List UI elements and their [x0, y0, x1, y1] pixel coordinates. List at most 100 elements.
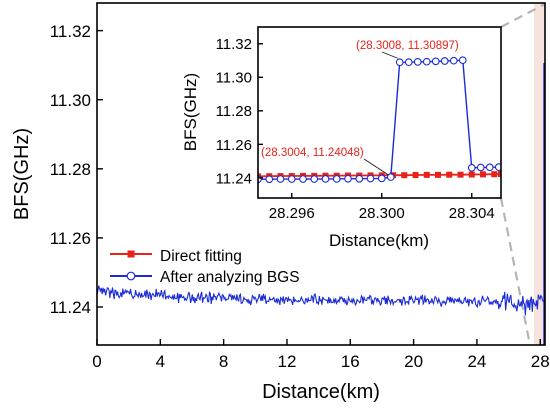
- main-point-after-analyzing-bgs: [255, 298, 256, 299]
- main-point-after-analyzing-bgs: [350, 299, 351, 300]
- main-point-after-analyzing-bgs: [176, 296, 177, 297]
- main-y-axis-label: BFS(GHz): [11, 128, 33, 220]
- inset-point-after-analyzing-bgs: [404, 58, 413, 67]
- main-series-after-analyzing-bgs: [97, 285, 544, 316]
- main-x-tick-label: 0: [92, 352, 101, 371]
- inset-plot-frame: [257, 26, 502, 199]
- main-point-after-analyzing-bgs: [271, 299, 272, 300]
- zoom-guide-line-bottom: [499, 197, 532, 346]
- inset-y-tick-label: 11.28: [216, 103, 252, 120]
- inset-point-after-analyzing-bgs: [449, 56, 458, 65]
- legend-item-direct-fitting: Direct fitting: [110, 248, 242, 265]
- inset-point-direct-fitting: [446, 171, 453, 178]
- inset-y-tick-label: 11.30: [216, 70, 252, 87]
- main-point-after-analyzing-bgs: [445, 300, 446, 301]
- inset-point-direct-fitting: [491, 171, 498, 178]
- main-x-tick-label: 4: [156, 352, 165, 371]
- inset-point-after-analyzing-bgs: [431, 57, 440, 66]
- inset-y-tick-label: 11.24: [216, 170, 252, 187]
- inset-point-after-analyzing-bgs: [467, 163, 476, 172]
- main-point-after-analyzing-bgs: [128, 293, 129, 294]
- legend-label-direct-fitting: Direct fitting: [160, 248, 242, 265]
- inset-y-tick-label: 11.26: [216, 137, 252, 154]
- main-y-tick-label: 11.24: [50, 298, 91, 317]
- inset-point-after-analyzing-bgs: [377, 174, 386, 183]
- main-point-after-analyzing-bgs: [536, 303, 537, 304]
- inset-annotations: (28.3008, 11.30897) (28.3004, 11.24048): [261, 40, 459, 176]
- main-series-layer: [97, 63, 545, 345]
- legend-marker-direct-fitting: [127, 250, 135, 258]
- legend-item-after-analyzing-bgs: After analyzing BGS: [110, 269, 300, 286]
- inset-point-direct-fitting: [423, 171, 430, 178]
- inset-annotation-base-arrow: [363, 158, 389, 176]
- main-x-tick-label: 8: [219, 352, 228, 371]
- main-point-after-analyzing-bgs: [492, 302, 493, 303]
- inset-x-axis-label: Distance(km): [329, 231, 429, 250]
- main-plot-frame: [96, 2, 546, 346]
- main-point-after-analyzing-bgs: [207, 297, 208, 298]
- inset-point-after-analyzing-bgs: [355, 174, 364, 183]
- main-point-after-analyzing-bgs: [160, 295, 161, 296]
- inset-point-after-analyzing-bgs: [422, 57, 431, 66]
- main-point-after-analyzing-bgs: [223, 298, 224, 299]
- legend-marker-after-analyzing-bgs: [126, 271, 136, 281]
- main-plot: 0 4 8 12 16 20 24 28 11.2411.2611.2811.3011.32 …: [11, 2, 550, 403]
- main-point-after-analyzing-bgs: [460, 300, 461, 301]
- inset-point-after-analyzing-bgs: [386, 173, 395, 181]
- inset-point-direct-fitting: [412, 172, 419, 179]
- highlight-region: [533, 3, 545, 345]
- main-x-axis-label: Distance(km): [262, 381, 380, 403]
- main-y-tick-label: 11.28: [50, 160, 91, 179]
- main-point-after-analyzing-bgs: [476, 301, 477, 302]
- inset-series-layer: [258, 56, 501, 184]
- zoom-guide-lines: [499, 3, 546, 346]
- main-x-tick-label: 12: [278, 352, 297, 371]
- main-y-tick-label: 11.30: [50, 91, 91, 110]
- inset-point-direct-fitting: [468, 171, 475, 178]
- inset-point-direct-fitting: [498, 171, 501, 178]
- inset-point-after-analyzing-bgs: [440, 57, 449, 65]
- inset-point-after-analyzing-bgs: [321, 175, 330, 183]
- inset-point-after-analyzing-bgs: [344, 174, 352, 183]
- inset-x-tick-label: 28.304: [449, 205, 495, 222]
- inset-point-after-analyzing-bgs: [299, 175, 307, 183]
- main-point-after-analyzing-bgs: [239, 298, 240, 299]
- main-point-after-analyzing-bgs: [144, 294, 145, 295]
- main-point-after-analyzing-bgs: [508, 303, 509, 304]
- inset-point-direct-fitting: [435, 171, 441, 178]
- legend-label-after-analyzing-bgs: After analyzing BGS: [160, 269, 300, 286]
- inset-annotation-peak: (28.3008, 11.30897): [356, 40, 459, 52]
- inset-plot: 28.296 28.300 28.304 11.2411.2611.2811.301…: [181, 26, 502, 250]
- inset-background: [258, 27, 501, 198]
- main-point-after-analyzing-bgs: [318, 299, 319, 300]
- inset-point-after-analyzing-bgs: [395, 58, 404, 67]
- main-x-tick-label: 24: [467, 352, 486, 371]
- main-x-tick-label: 16: [341, 352, 360, 371]
- zoom-guide-line-top: [500, 3, 546, 28]
- inset-point-after-analyzing-bgs: [366, 174, 375, 183]
- inset-point-direct-fitting: [457, 171, 464, 178]
- main-point-after-analyzing-bgs: [191, 297, 192, 298]
- main-point-after-analyzing-bgs: [381, 300, 382, 301]
- inset-point-after-analyzing-bgs: [310, 175, 319, 183]
- main-point-after-analyzing-bgs: [366, 299, 367, 300]
- inset-point-after-analyzing-bgs: [476, 163, 485, 172]
- inset-y-axis-label: BFS(GHz): [181, 73, 200, 151]
- legend: Direct fitting After analyzing BGS: [110, 248, 300, 286]
- inset-point-after-analyzing-bgs: [276, 175, 285, 183]
- inset-point-after-analyzing-bgs: [413, 58, 422, 66]
- main-point-after-analyzing-bgs: [413, 300, 414, 301]
- inset-annotation-base: (28.3004, 11.24048): [261, 147, 364, 159]
- inset-y-tick-label: 11.32: [216, 36, 252, 53]
- inset-x-tick-label: 28.300: [359, 205, 405, 222]
- inset-point-after-analyzing-bgs: [458, 56, 467, 65]
- inset-point-after-analyzing-bgs: [332, 175, 341, 183]
- main-y-ticks: 11.24 11.26 11.28 11.30 11.32: [50, 22, 103, 317]
- main-point-after-analyzing-bgs: [524, 305, 525, 306]
- main-point-after-analyzing-bgs: [334, 299, 335, 300]
- main-point-after-analyzing-bgs: [286, 299, 287, 300]
- main-point-after-analyzing-bgs: [429, 300, 430, 301]
- main-y-tick-label: 11.26: [50, 229, 91, 248]
- inset-x-ticks: 28.296 28.300 28.304: [269, 193, 495, 222]
